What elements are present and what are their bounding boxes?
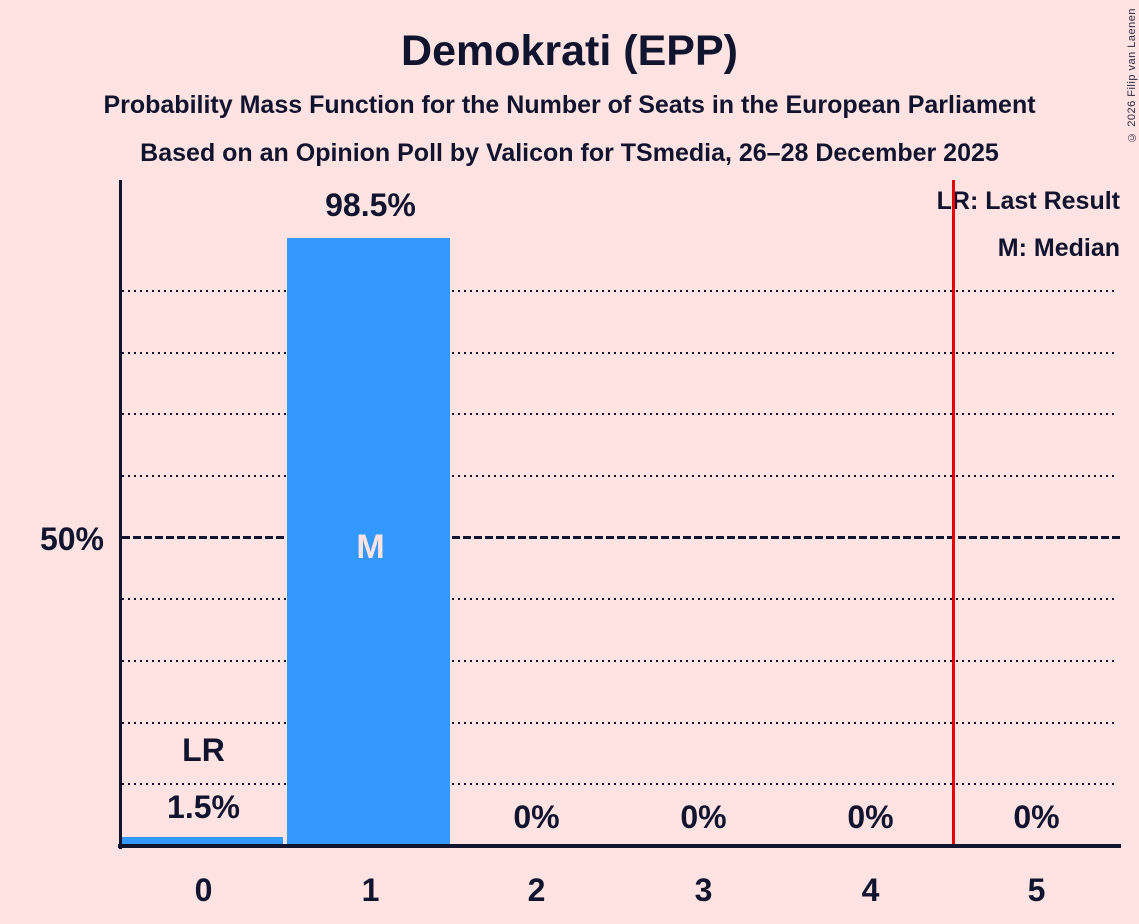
value-label-0: 1.5% (167, 789, 240, 825)
value-label-4: 0% (847, 799, 894, 835)
last-result-annotation: LR (182, 732, 225, 768)
bar-seat-0 (120, 836, 283, 846)
median-annotation: M (356, 528, 385, 566)
x-tick-5: 5 (1027, 872, 1046, 908)
gridline-70pct (122, 413, 1118, 416)
gridline-30pct (122, 659, 1118, 662)
last-result-line (951, 180, 955, 846)
x-axis-line (118, 844, 1121, 848)
y-axis-50pct-label: 50% (39, 521, 104, 557)
gridline-10pct (122, 783, 1118, 786)
legend-last-result: LR: Last Result (936, 187, 1120, 215)
y-axis-line (119, 180, 122, 849)
value-label-1: 98.5% (325, 187, 416, 223)
gridline-50pct-major (122, 535, 1120, 539)
copyright-notice: © 2026 Filip van Laenen (1126, 8, 1138, 143)
value-label-3: 0% (680, 799, 727, 835)
gridline-80pct (122, 351, 1118, 354)
value-label-2: 0% (513, 799, 560, 835)
bar-seat-1 (286, 238, 450, 846)
chart-subtitle-line2: Based on an Opinion Poll by Valicon for … (140, 139, 999, 167)
chart-title: Demokrati (EPP) (401, 27, 738, 75)
x-tick-3: 3 (694, 872, 713, 908)
plot-area (118, 180, 1121, 849)
gridline-90pct (122, 289, 1118, 292)
legend: LR: Last Result M: Median (937, 186, 1120, 280)
gridline-60pct (122, 474, 1118, 477)
x-tick-0: 0 (194, 872, 213, 908)
value-label-5: 0% (1013, 799, 1060, 835)
gridline-40pct (122, 598, 1118, 601)
x-tick-4: 4 (861, 872, 880, 908)
chart-subtitle-line1: Probability Mass Function for the Number… (103, 91, 1036, 119)
x-tick-2: 2 (527, 872, 546, 908)
x-tick-1: 1 (361, 872, 380, 908)
legend-median: M: Median (997, 234, 1120, 262)
gridline-20pct (122, 721, 1118, 724)
